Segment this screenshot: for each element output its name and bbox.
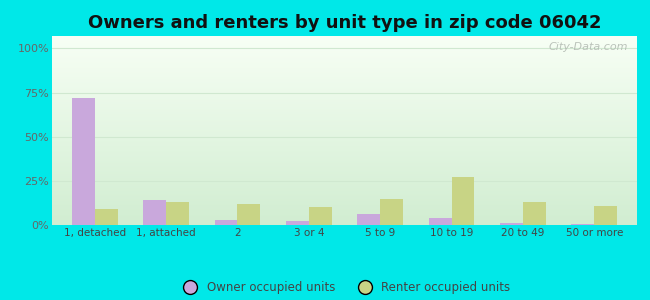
Bar (166, 202, 189, 225)
Bar (286, 221, 309, 225)
Bar (571, 224, 594, 225)
Bar (429, 218, 452, 225)
Bar (358, 214, 380, 225)
Bar (380, 199, 403, 225)
Bar (143, 200, 166, 225)
Bar (72, 98, 95, 225)
Legend: Owner occupied units, Renter occupied units: Owner occupied units, Renter occupied un… (174, 276, 515, 298)
Bar (237, 204, 260, 225)
Bar (214, 220, 237, 225)
Text: City-Data.com: City-Data.com (549, 42, 628, 52)
Bar (523, 202, 546, 225)
Bar (500, 223, 523, 225)
Bar (594, 206, 617, 225)
Bar (95, 209, 118, 225)
Bar (452, 177, 474, 225)
Title: Owners and renters by unit type in zip code 06042: Owners and renters by unit type in zip c… (88, 14, 601, 32)
Bar (309, 207, 332, 225)
